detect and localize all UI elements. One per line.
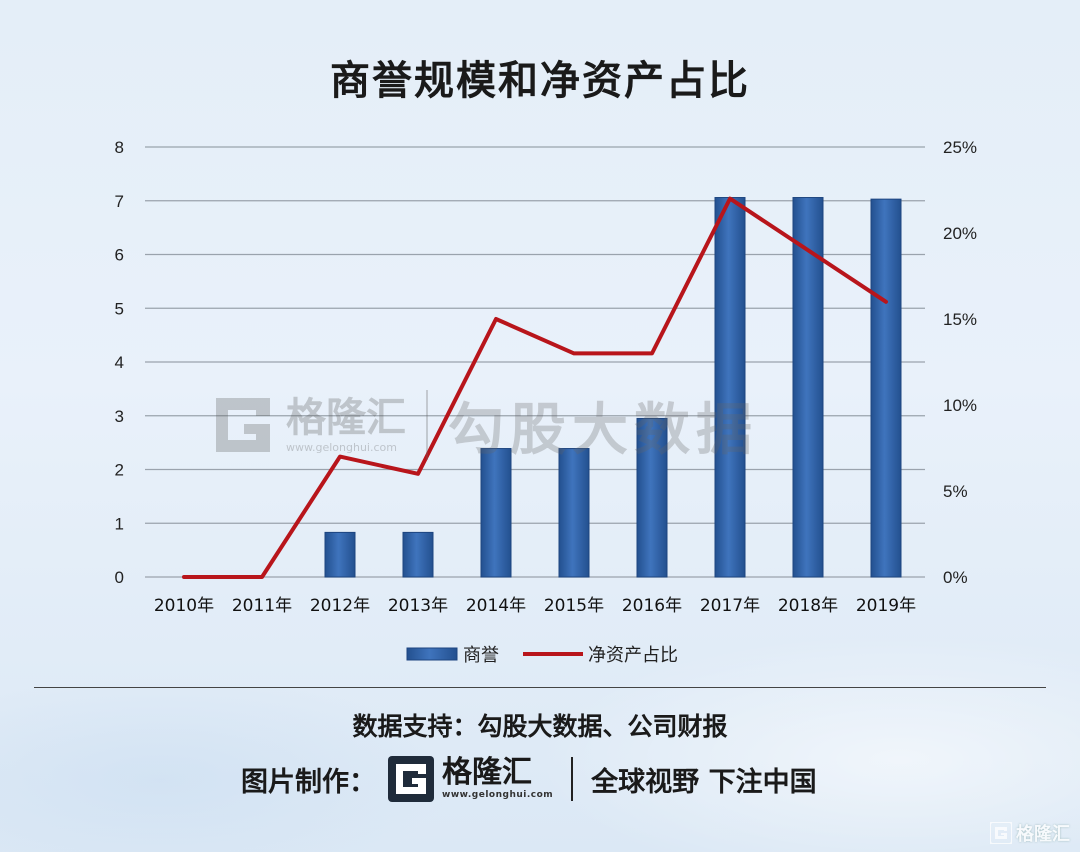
logo-icon xyxy=(388,756,434,802)
y-left-tick-label: 4 xyxy=(115,353,124,372)
slogan: 全球视野 下注中国 xyxy=(591,766,817,798)
bar-2019年 xyxy=(870,198,902,578)
x-tick-label: 2017年 xyxy=(700,596,760,616)
line-series xyxy=(182,196,888,579)
y-left-tick-label: 7 xyxy=(115,192,124,211)
y-axis-right-ticks: 0% 5% 10% 15% 20% 25% xyxy=(943,138,977,587)
x-tick-label: 2015年 xyxy=(544,596,604,616)
x-tick-label: 2012年 xyxy=(310,596,370,616)
bar-2013年 xyxy=(402,531,434,578)
credit-row: 图片制作： 格隆汇 www.gelonghui.com 全球视野 下注中国 xyxy=(241,752,817,806)
brand-url: www.gelonghui.com xyxy=(442,790,554,800)
credit-label: 图片制作： xyxy=(241,766,376,798)
footer-divider xyxy=(34,687,1046,688)
line-净资产占比 xyxy=(182,196,888,579)
corner-watermark: 格隆汇 xyxy=(990,820,1070,846)
y-right-tick-label: 10% xyxy=(943,396,977,415)
x-tick-label: 2019年 xyxy=(856,596,916,616)
legend-swatch-bar xyxy=(406,647,458,661)
x-tick-label: 2018年 xyxy=(778,596,838,616)
bar-2018年 xyxy=(792,197,824,578)
x-tick-label: 2014年 xyxy=(466,596,526,616)
legend-label-line: 净资产占比 xyxy=(588,645,678,666)
y-right-tick-label: 5% xyxy=(943,482,968,501)
y-left-tick-label: 0 xyxy=(115,568,124,587)
chart-title: 商誉规模和净资产占比 xyxy=(330,58,750,104)
y-right-tick-label: 20% xyxy=(943,224,977,243)
bar-2016年 xyxy=(636,417,668,578)
y-left-tick-label: 6 xyxy=(115,246,124,265)
y-right-tick-label: 0% xyxy=(943,568,968,587)
y-left-tick-label: 3 xyxy=(115,407,124,426)
brand-name: 格隆汇 xyxy=(442,755,532,790)
data-source: 数据支持：勾股大数据、公司财报 xyxy=(352,712,728,741)
legend: 商誉 净资产占比 xyxy=(406,645,678,666)
bar-2015年 xyxy=(558,448,590,578)
legend-label-bar: 商誉 xyxy=(463,645,499,666)
bar-2012年 xyxy=(324,531,356,578)
x-tick-label: 2016年 xyxy=(622,596,682,616)
y-right-tick-label: 25% xyxy=(943,138,977,157)
y-left-tick-label: 2 xyxy=(115,461,124,480)
y-left-tick-label: 5 xyxy=(115,299,124,318)
y-axis-left-ticks: 0 1 2 3 4 5 6 7 8 xyxy=(115,138,124,587)
x-tick-label: 2010年 xyxy=(154,596,214,616)
y-left-tick-label: 1 xyxy=(115,514,124,533)
y-right-tick-label: 15% xyxy=(943,310,977,329)
logo-icon xyxy=(990,822,1012,844)
corner-brand: 格隆汇 xyxy=(1016,824,1070,845)
brand-logo: 格隆汇 www.gelonghui.com xyxy=(388,756,553,802)
bar-2017年 xyxy=(714,197,746,578)
x-tick-label: 2013年 xyxy=(388,596,448,616)
x-axis-ticks: 2010年 2011年 2012年 2013年 2014年 2015年 2016年 2017年… xyxy=(154,596,916,616)
y-left-tick-label: 8 xyxy=(115,138,124,157)
bar-series xyxy=(324,197,902,578)
bar-2014年 xyxy=(480,448,512,578)
credit-divider xyxy=(571,757,574,801)
x-tick-label: 2011年 xyxy=(232,596,292,616)
